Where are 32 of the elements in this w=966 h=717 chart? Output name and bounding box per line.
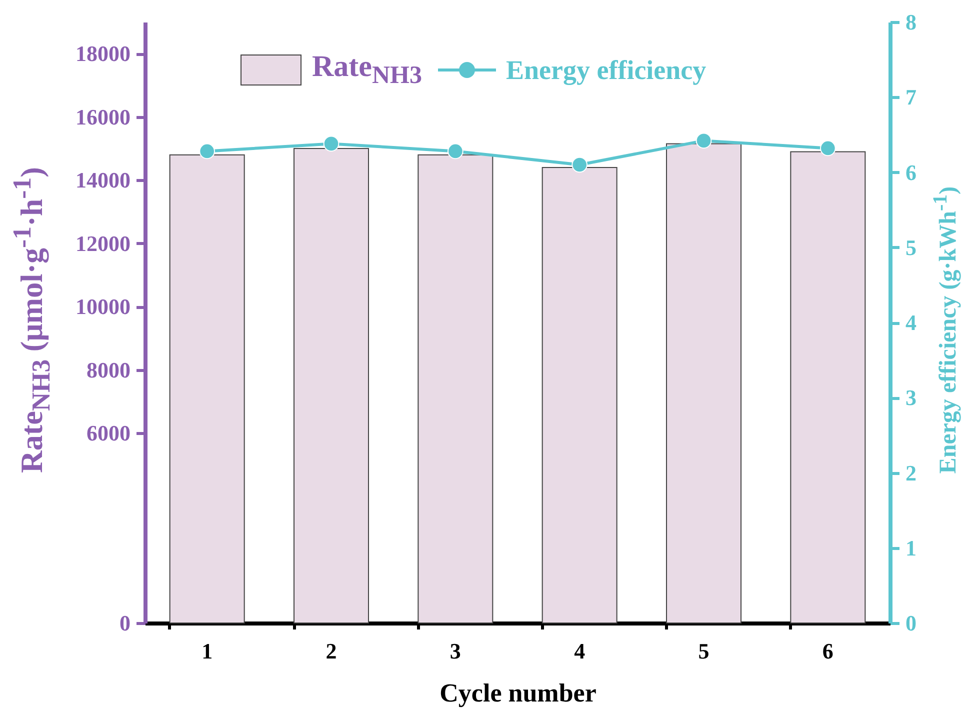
point [696,132,712,149]
y-tick-label: 8000 [86,357,130,382]
point [199,143,215,160]
x-tick-label: 5 [698,638,710,664]
point [448,143,464,160]
y2-tick-label: 1 [906,535,916,560]
x-tick-label: 4 [574,638,586,664]
y2-tick-label: 7 [906,84,916,110]
y-tick-label: 6000 [86,420,130,446]
y-tick-label: 14000 [76,168,130,193]
y-tick-label: 18000 [76,41,130,66]
y2-tick-label: 5 [906,234,916,260]
y2-tick-label: 8 [906,10,916,34]
y-tick-label: 12000 [76,230,130,256]
point [572,156,588,173]
y2-tick-label: 2 [906,460,916,486]
x-axis-title: Cycle number [440,678,596,708]
x-tick-label: 2 [326,638,337,664]
y-tick-label: 10000 [76,294,130,320]
y2-tick-label: 0 [906,610,916,636]
y2-tick-label: 4 [906,310,916,335]
legend-label: Rate$_{NH3}$ [312,50,422,90]
y2-tick-label: 3 [906,385,916,410]
x-tick-label: 1 [202,638,213,664]
x-tick-label: 3 [450,638,461,664]
point [323,136,340,152]
x-tick-label: 6 [822,638,834,664]
y2-tick-label: 6 [906,160,916,185]
y-tick-label: 16000 [76,104,130,130]
point [820,140,836,156]
y-tick-label: 0 [120,610,130,636]
legend-label: Energy efficiency [506,54,706,86]
